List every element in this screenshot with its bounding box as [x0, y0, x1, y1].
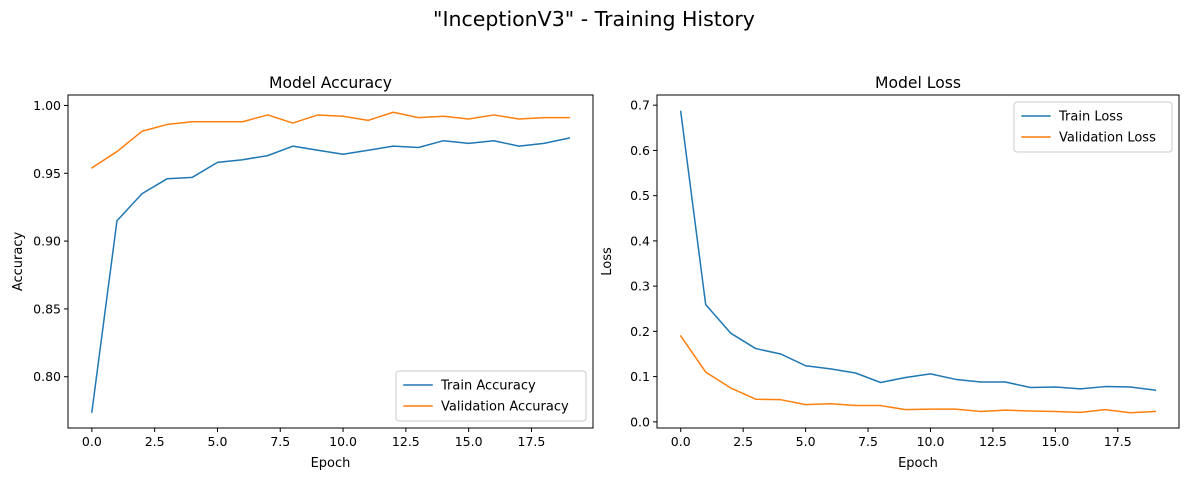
loss-axes-frame: [656, 94, 1180, 429]
loss-legend-label-validation-loss: Validation Loss: [1059, 131, 1156, 146]
accuracy-y-axis-label: Accuracy: [11, 232, 26, 292]
accuracy-chart-title: Model Accuracy: [269, 74, 392, 92]
accuracy-legend-label-train-accuracy: Train Accuracy: [440, 379, 536, 394]
loss-x-tick-label: 15.0: [1041, 434, 1069, 449]
accuracy-legend-label-validation-accuracy: Validation Accuracy: [441, 400, 569, 415]
accuracy-x-tick-label: 17.5: [518, 434, 546, 449]
loss-y-tick-label: 0.0: [630, 414, 650, 429]
accuracy-x-tick-label: 12.5: [392, 434, 420, 449]
accuracy-y-tick-label: 0.95: [33, 166, 61, 181]
loss-x-tick-label: 17.5: [1104, 434, 1132, 449]
loss-series-train-loss-line: [679, 110, 1157, 392]
loss-series-validation-loss-line: [679, 334, 1157, 414]
loss-x-tick-label: 12.5: [979, 434, 1007, 449]
loss-x-tick-label: 5.0: [796, 434, 816, 449]
accuracy-series-train-accuracy-line: [91, 137, 571, 413]
loss-y-tick-label: 0.4: [630, 233, 650, 248]
loss-y-tick-label: 0.7: [630, 98, 650, 113]
loss-y-tick-label: 0.1: [630, 369, 650, 384]
loss-x-axis-label: Epoch: [898, 456, 938, 471]
loss-legend-label-train-loss: Train Loss: [1058, 110, 1123, 125]
loss-y-tick-label: 0.2: [630, 324, 650, 339]
accuracy-y-tick-label: 1.00: [33, 98, 61, 113]
figure-title: "InceptionV3" - Training History: [433, 7, 755, 31]
loss-x-tick-label: 0.0: [671, 434, 691, 449]
accuracy-x-tick-label: 5.0: [208, 434, 228, 449]
loss-legend: Train Loss Validation Loss: [1013, 101, 1173, 153]
accuracy-x-tick-label: 10.0: [329, 434, 357, 449]
loss-legend-frame: [1013, 101, 1173, 153]
loss-x-tick-label: 7.5: [858, 434, 878, 449]
accuracy-y-tick-label: 0.90: [33, 234, 61, 249]
loss-y-tick-label: 0.3: [630, 279, 650, 294]
accuracy-series-validation-accuracy-line: [90, 111, 570, 169]
accuracy-x-tick-label: 15.0: [455, 434, 483, 449]
accuracy-y-tick-label: 0.80: [33, 369, 61, 384]
loss-chart: 0.0 2.5 5.0 7.5 10.0 12.5 15.0 17.5 0.0 0.1 0.2 0.3…: [600, 74, 1180, 471]
loss-x-tick-label: 2.5: [733, 434, 753, 449]
accuracy-legend: Train Accuracy Validation Accuracy: [395, 370, 587, 422]
accuracy-x-tick-label: 2.5: [145, 434, 165, 449]
accuracy-chart: 0.0 2.5 5.0 7.5 10.0 12.5 15.0 17.5 0.80 0.85 0.90…: [11, 74, 594, 471]
accuracy-x-tick-label: 0.0: [82, 434, 102, 449]
loss-chart-title: Model Loss: [875, 74, 961, 92]
loss-x-tick-label: 10.0: [917, 434, 945, 449]
accuracy-axes-frame: [67, 94, 594, 429]
accuracy-legend-frame: [395, 370, 587, 422]
loss-y-axis-label: Loss: [600, 247, 615, 276]
accuracy-x-axis-label: Epoch: [311, 456, 351, 471]
loss-y-tick-label: 0.6: [630, 143, 650, 158]
loss-y-tick-label: 0.5: [630, 188, 650, 203]
accuracy-x-tick-label: 7.5: [270, 434, 290, 449]
accuracy-y-tick-label: 0.85: [33, 301, 61, 316]
